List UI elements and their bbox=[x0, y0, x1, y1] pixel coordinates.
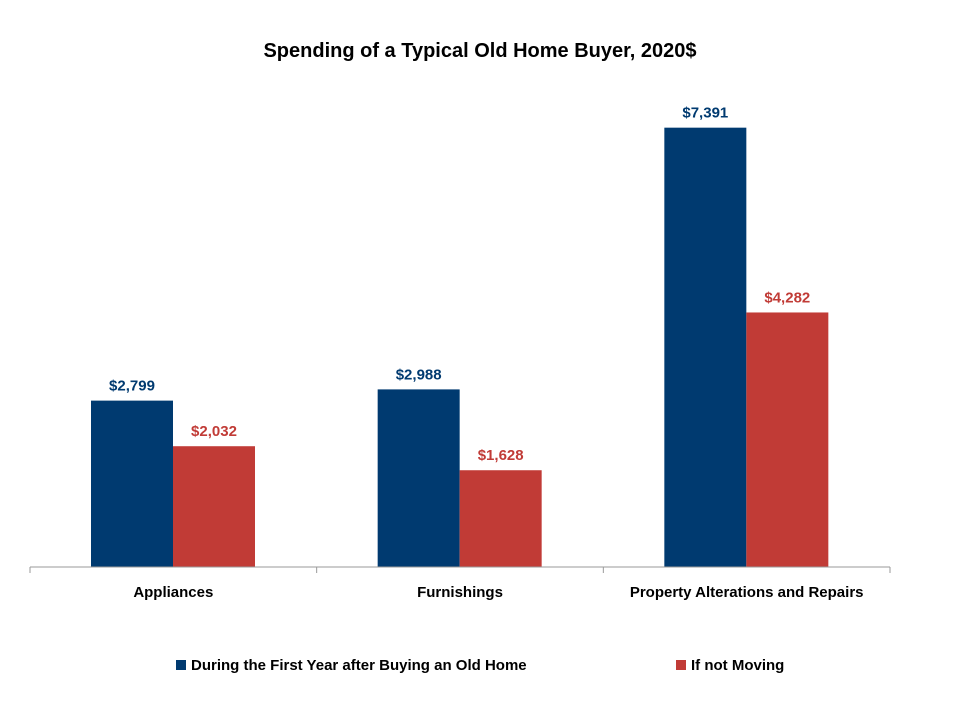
bar-not-moving-2 bbox=[746, 312, 829, 567]
legend-label: During the First Year after Buying an Ol… bbox=[191, 657, 527, 674]
bar-first-year-0 bbox=[91, 400, 173, 567]
value-label: $2,799 bbox=[109, 378, 155, 395]
x-axis bbox=[29, 566, 891, 573]
bar-first-year-1 bbox=[377, 389, 460, 567]
category-label: Furnishings bbox=[417, 584, 503, 601]
category-label: Property Alterations and Repairs bbox=[630, 584, 864, 601]
legend-swatch bbox=[176, 660, 186, 670]
value-label: $2,032 bbox=[191, 423, 237, 440]
bar-first-year-2 bbox=[664, 127, 747, 567]
category-labels-group: Appliances Furnishings Property Alteration… bbox=[133, 584, 863, 601]
value-labels-group: $2,799 $2,032 $2,988 $1,628 $7,391 $4,282 bbox=[109, 105, 810, 465]
chart-title: Spending of a Typical Old Home Buyer, 20… bbox=[263, 40, 696, 62]
value-label: $4,282 bbox=[764, 289, 810, 306]
value-label: $2,988 bbox=[396, 366, 442, 383]
value-label: $1,628 bbox=[478, 447, 524, 464]
legend: During the First Year after Buying an Ol… bbox=[176, 657, 784, 674]
legend-swatch bbox=[676, 660, 686, 670]
bar-not-moving-1 bbox=[459, 470, 542, 567]
legend-label: If not Moving bbox=[691, 657, 784, 674]
bars-group bbox=[91, 127, 829, 567]
bar-not-moving-0 bbox=[173, 446, 255, 567]
value-label: $7,391 bbox=[682, 105, 728, 122]
category-label: Appliances bbox=[133, 584, 213, 601]
